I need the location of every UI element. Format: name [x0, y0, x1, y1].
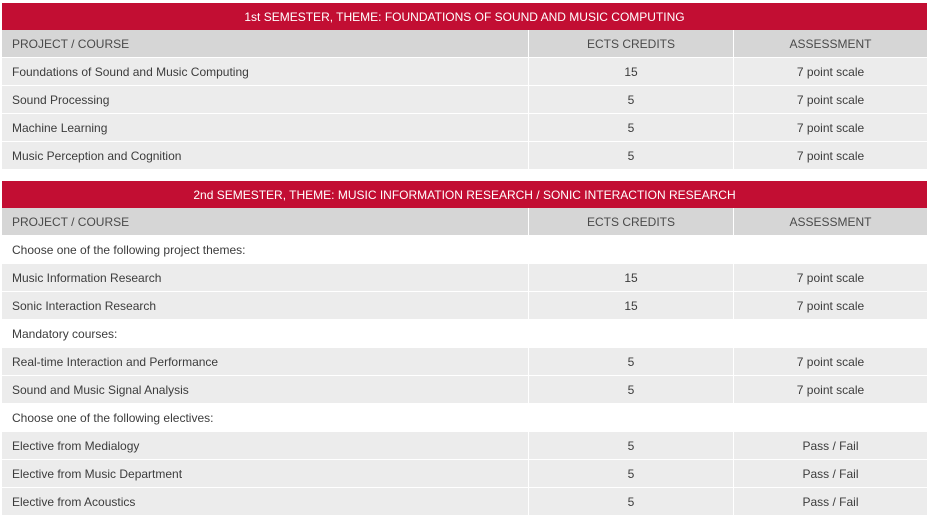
semester1-table: 1st SEMESTER, THEME: FOUNDATIONS OF SOUN… [2, 3, 928, 169]
assessment-cell: 7 point scale [734, 375, 927, 403]
column-header-ects: ECTS CREDITS [529, 30, 734, 57]
assessment-cell: 7 point scale [734, 291, 927, 319]
semester2-title: 2nd SEMESTER, THEME: MUSIC INFORMATION R… [2, 181, 927, 208]
ects-cell: 5 [529, 113, 734, 141]
ects-cell: 5 [529, 85, 734, 113]
table-row: Foundations of Sound and Music Computing… [2, 57, 928, 85]
group-note-row: Mandatory courses: [2, 319, 927, 347]
ects-cell: 15 [529, 291, 734, 319]
semester2-title-row: 2nd SEMESTER, THEME: MUSIC INFORMATION R… [2, 181, 927, 208]
semester2-table: 2nd SEMESTER, THEME: MUSIC INFORMATION R… [2, 181, 927, 515]
table-row: Sonic Interaction Research 15 7 point sc… [2, 291, 927, 319]
column-header-assessment: ASSESSMENT [734, 30, 928, 57]
semester1-header-row: PROJECT / COURSE ECTS CREDITS ASSESSMENT [2, 30, 928, 57]
course-cell: Elective from Music Department [2, 459, 529, 487]
assessment-cell: 7 point scale [734, 141, 928, 169]
group-note: Choose one of the following project them… [2, 235, 927, 263]
assessment-cell: 7 point scale [734, 113, 928, 141]
ects-cell: 5 [529, 431, 734, 459]
column-header-assessment: ASSESSMENT [734, 208, 927, 235]
column-header-ects: ECTS CREDITS [529, 208, 734, 235]
semester2-header-row: PROJECT / COURSE ECTS CREDITS ASSESSMENT [2, 208, 927, 235]
assessment-cell: 7 point scale [734, 57, 928, 85]
course-cell: Real-time Interaction and Performance [2, 347, 529, 375]
group-note-row: Choose one of the following project them… [2, 235, 927, 263]
course-cell: Elective from Acoustics [2, 487, 529, 515]
assessment-cell: Pass / Fail [734, 459, 927, 487]
table-row: Real-time Interaction and Performance 5 … [2, 347, 927, 375]
group-note-row: Choose one of the following electives: [2, 403, 927, 431]
course-cell: Sound Processing [2, 85, 529, 113]
ects-cell: 15 [529, 57, 734, 85]
table-row: Elective from Music Department 5 Pass / … [2, 459, 927, 487]
assessment-cell: 7 point scale [734, 347, 927, 375]
ects-cell: 5 [529, 487, 734, 515]
group-note: Mandatory courses: [2, 319, 927, 347]
semester1-title-row: 1st SEMESTER, THEME: FOUNDATIONS OF SOUN… [2, 3, 928, 30]
course-cell: Music Information Research [2, 263, 529, 291]
course-cell: Machine Learning [2, 113, 529, 141]
table-row: Sound and Music Signal Analysis 5 7 poin… [2, 375, 927, 403]
column-header-course: PROJECT / COURSE [2, 208, 529, 235]
course-cell: Foundations of Sound and Music Computing [2, 57, 529, 85]
course-cell: Sonic Interaction Research [2, 291, 529, 319]
table-row: Music Perception and Cognition 5 7 point… [2, 141, 928, 169]
table-row: Elective from Medialogy 5 Pass / Fail [2, 431, 927, 459]
table-row: Elective from Acoustics 5 Pass / Fail [2, 487, 927, 515]
table-row: Machine Learning 5 7 point scale [2, 113, 928, 141]
group-note: Choose one of the following electives: [2, 403, 927, 431]
course-cell: Sound and Music Signal Analysis [2, 375, 529, 403]
course-cell: Music Perception and Cognition [2, 141, 529, 169]
assessment-cell: 7 point scale [734, 263, 927, 291]
assessment-cell: Pass / Fail [734, 487, 927, 515]
assessment-cell: Pass / Fail [734, 431, 927, 459]
course-cell: Elective from Medialogy [2, 431, 529, 459]
table-row: Music Information Research 15 7 point sc… [2, 263, 927, 291]
ects-cell: 15 [529, 263, 734, 291]
ects-cell: 5 [529, 141, 734, 169]
ects-cell: 5 [529, 347, 734, 375]
table-row: Sound Processing 5 7 point scale [2, 85, 928, 113]
ects-cell: 5 [529, 459, 734, 487]
column-header-course: PROJECT / COURSE [2, 30, 529, 57]
ects-cell: 5 [529, 375, 734, 403]
semester1-title: 1st SEMESTER, THEME: FOUNDATIONS OF SOUN… [2, 3, 928, 30]
assessment-cell: 7 point scale [734, 85, 928, 113]
